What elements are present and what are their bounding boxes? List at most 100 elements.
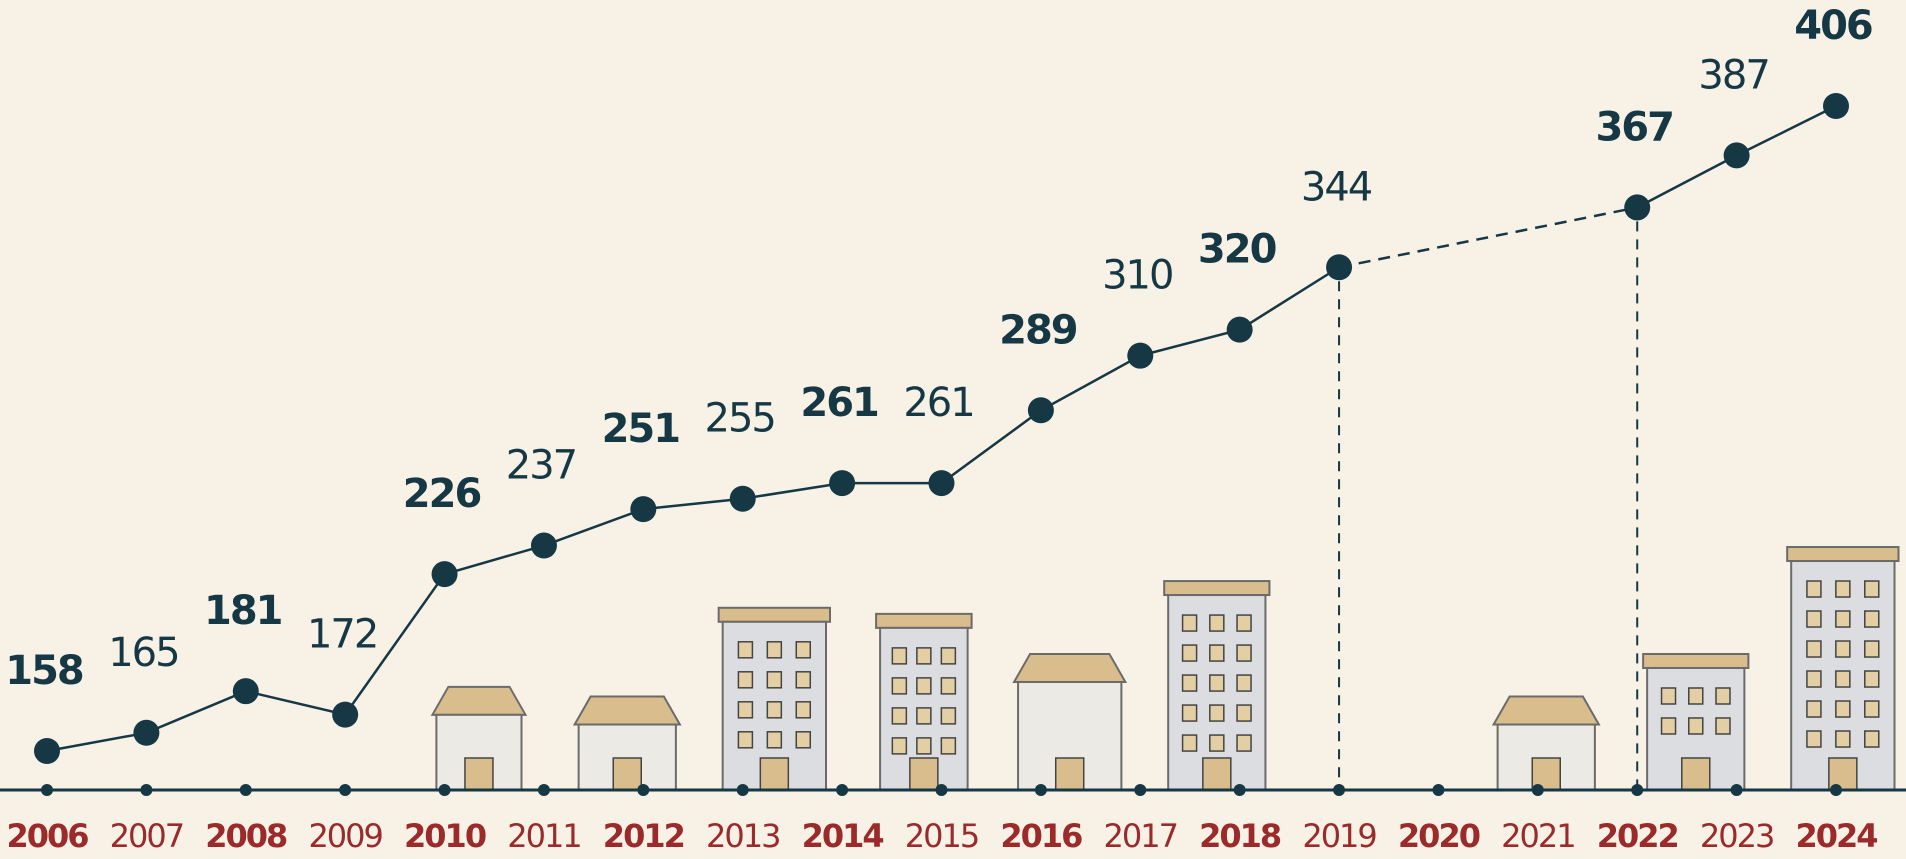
roof bbox=[717, 606, 832, 623]
point bbox=[332, 701, 359, 728]
point bbox=[630, 496, 657, 523]
value-label: 289 bbox=[999, 307, 1077, 353]
point bbox=[431, 561, 458, 588]
x-tick-label: 2007 bbox=[110, 817, 183, 855]
baseline-dot bbox=[637, 784, 650, 796]
x-tick-label: 2016 bbox=[1000, 817, 1082, 855]
window bbox=[1864, 700, 1880, 718]
window bbox=[737, 641, 754, 659]
x-tick-label: 2018 bbox=[1199, 817, 1281, 855]
x-tick-label: 2008 bbox=[205, 817, 287, 855]
building bbox=[1786, 546, 1900, 792]
value-label: 406 bbox=[1794, 3, 1872, 49]
baseline-dot bbox=[1730, 784, 1743, 796]
door bbox=[1054, 757, 1085, 791]
point bbox=[1624, 194, 1651, 221]
door bbox=[1202, 757, 1232, 791]
baseline-dot bbox=[836, 784, 849, 796]
window bbox=[1835, 610, 1851, 628]
window bbox=[916, 737, 932, 755]
value-label: 237 bbox=[506, 443, 576, 489]
baseline-dot bbox=[339, 784, 352, 796]
roof bbox=[875, 612, 973, 629]
point bbox=[1723, 142, 1750, 169]
gap-connector bbox=[1338, 206, 1638, 269]
value-label: 344 bbox=[1301, 164, 1372, 210]
x-tick-label: 2023 bbox=[1700, 817, 1773, 855]
point bbox=[729, 485, 756, 512]
point bbox=[1027, 397, 1054, 424]
window bbox=[1864, 580, 1880, 598]
baseline-dot bbox=[935, 784, 948, 796]
window bbox=[1236, 734, 1252, 752]
window bbox=[1715, 717, 1731, 735]
window bbox=[891, 707, 908, 725]
window bbox=[1236, 704, 1252, 722]
window bbox=[1806, 700, 1822, 718]
window bbox=[1864, 730, 1880, 748]
window bbox=[940, 677, 957, 695]
building bbox=[430, 685, 528, 792]
window bbox=[1835, 640, 1851, 658]
value-label: 261 bbox=[800, 380, 878, 426]
window bbox=[916, 677, 932, 695]
window bbox=[891, 737, 908, 755]
roof bbox=[572, 695, 682, 726]
window bbox=[795, 671, 812, 689]
point bbox=[232, 678, 259, 705]
baseline-dot bbox=[239, 784, 252, 796]
roof bbox=[1012, 652, 1128, 683]
value-label: 367 bbox=[1595, 104, 1673, 150]
window bbox=[1209, 704, 1225, 722]
baseline-dot bbox=[1333, 784, 1346, 796]
window bbox=[766, 641, 783, 659]
door bbox=[612, 757, 642, 791]
window bbox=[1806, 670, 1822, 688]
baseline-dot bbox=[537, 784, 550, 796]
building bbox=[875, 612, 973, 791]
value-label: 320 bbox=[1198, 227, 1276, 273]
window bbox=[1209, 614, 1225, 632]
baseline-dot bbox=[1432, 784, 1445, 796]
point bbox=[928, 470, 955, 497]
window bbox=[1660, 717, 1677, 735]
building bbox=[1642, 652, 1750, 791]
window bbox=[1181, 644, 1198, 662]
window bbox=[1835, 670, 1851, 688]
window bbox=[1209, 734, 1225, 752]
roof bbox=[430, 685, 528, 716]
point bbox=[829, 470, 856, 497]
x-tick-label: 2014 bbox=[802, 817, 884, 855]
x-tick-label: 2006 bbox=[6, 817, 88, 855]
window bbox=[1660, 687, 1677, 705]
baseline-dot bbox=[736, 784, 749, 796]
value-label: 261 bbox=[903, 380, 973, 426]
point bbox=[1226, 316, 1253, 343]
point bbox=[34, 738, 60, 764]
baseline-dot bbox=[1631, 784, 1644, 796]
window bbox=[1181, 734, 1198, 752]
value-label: 226 bbox=[403, 471, 481, 517]
point bbox=[1127, 342, 1154, 369]
x-tick-label: 2017 bbox=[1104, 817, 1177, 855]
x-tick-label: 2015 bbox=[905, 817, 978, 855]
window bbox=[1806, 640, 1822, 658]
window bbox=[1236, 614, 1252, 632]
value-label: 165 bbox=[108, 630, 178, 676]
window bbox=[1864, 610, 1880, 628]
window bbox=[940, 737, 957, 755]
value-label: 181 bbox=[204, 588, 282, 634]
x-tick-label: 2012 bbox=[603, 817, 684, 855]
window bbox=[766, 701, 783, 719]
building bbox=[717, 606, 832, 791]
door bbox=[1681, 757, 1711, 791]
window bbox=[1715, 687, 1731, 705]
window bbox=[1236, 644, 1252, 662]
x-tick-label: 2010 bbox=[404, 817, 486, 855]
window bbox=[1806, 610, 1822, 628]
building bbox=[1491, 695, 1601, 792]
baseline-dot bbox=[41, 784, 53, 796]
point bbox=[133, 719, 160, 746]
